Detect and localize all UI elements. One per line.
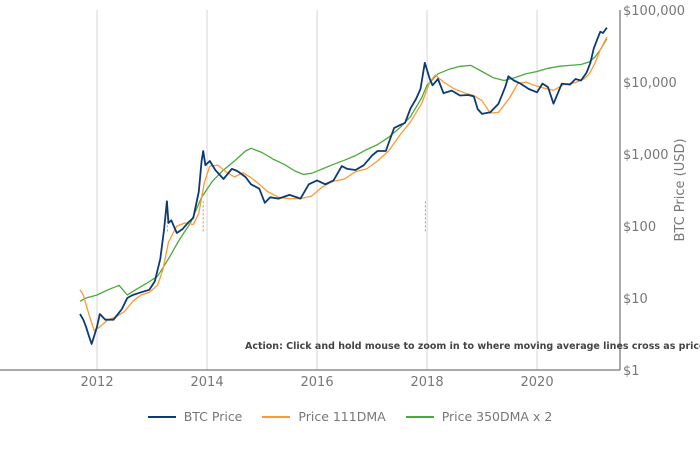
legend-label: BTC Price	[183, 409, 243, 424]
y-tick-label: $1,000	[623, 148, 669, 163]
series-line-btc-price	[79, 27, 608, 345]
legend-swatch	[405, 415, 434, 418]
y-tick-label: $100,000	[623, 4, 685, 19]
x-tick-label: 2012	[81, 375, 114, 390]
legend-label: Price 350DMA x 2	[441, 409, 553, 424]
x-tick-labels: 2012 2014 2016 2018 2020	[81, 375, 554, 390]
y-tick-label: $10	[623, 292, 648, 307]
chart-annotation: Action: Click and hold mouse to zoom in …	[245, 341, 700, 352]
x-tick-label: 2014	[191, 375, 224, 390]
y-axis-label: BTC Price (USD)	[673, 138, 688, 241]
x-tick-label: 2018	[411, 375, 444, 390]
legend-swatch	[262, 415, 291, 418]
legend-swatch	[147, 415, 176, 418]
y-tick-label: $10,000	[623, 76, 677, 91]
series-line-price-111dma	[79, 36, 608, 332]
grid	[96, 10, 538, 370]
x-tick-label: 2020	[521, 375, 554, 390]
y-tick-label: $100	[623, 220, 656, 235]
legend-label: Price 111DMA	[298, 409, 386, 424]
crossing-markers	[166, 201, 426, 233]
series-line-price-350dma-x-2	[79, 38, 608, 302]
legend-item[interactable]: Price 111DMA	[262, 409, 386, 424]
x-tick-label: 2016	[301, 375, 334, 390]
series-lines	[79, 27, 608, 345]
y-tick-labels: $1 $10 $100 $1,000 $10,000 $100,000	[623, 4, 685, 379]
legend-item[interactable]: Price 350DMA x 2	[405, 409, 553, 424]
legend-item[interactable]: BTC Price	[147, 409, 243, 424]
y-tick-label: $1	[623, 364, 640, 379]
legend: BTC Price Price 111DMA Price 350DMA x 2	[0, 409, 700, 424]
